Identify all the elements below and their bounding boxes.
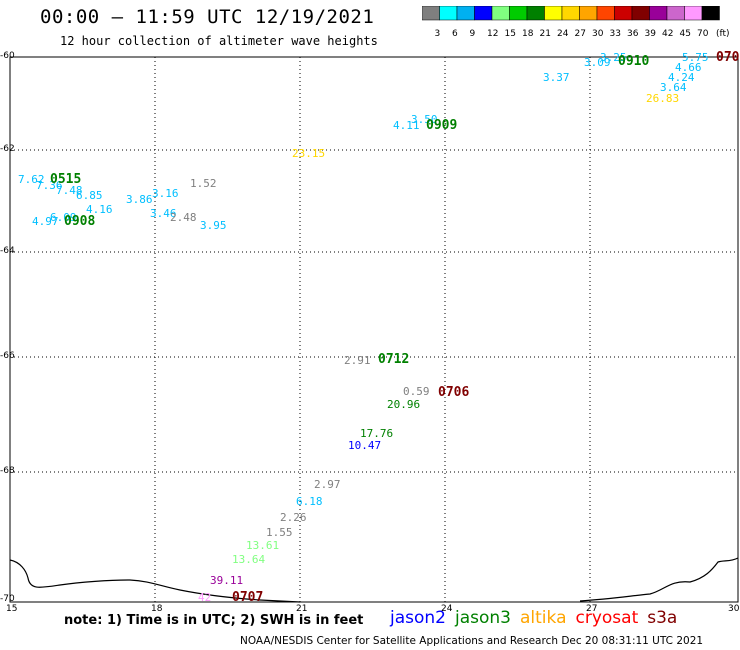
wave-height-value: 6.85 [76,189,103,202]
satellite-legend: jason2 jason3 altika cryosat s3a [390,608,686,628]
colorbar-tick: 12 [487,29,499,39]
wave-height-value: 2.26 [280,511,307,524]
colorbar-swatches [421,5,720,21]
pass-time-label: 0706 [438,385,470,400]
latitude-tick: -62 [0,144,15,154]
wave-height-value: 39.11 [210,574,244,587]
wave-height-value: 2.91 [344,354,371,367]
pass-time-label: 0712 [378,352,410,367]
pass-time-label: 0908 [64,214,96,229]
wave-height-value: 7.36 [36,179,63,192]
wave-height-value: 3.86 [126,193,153,206]
colorbar-tick: 39 [644,29,656,39]
wave-height-value: 4.11 [393,119,420,132]
wave-height-value: 3.25 [600,51,627,64]
wave-height-value: 23.15 [292,147,326,160]
colorbar-tick: 6 [452,29,458,39]
wave-height-value: 4.97 [32,215,59,228]
latitude-tick: -64 [0,246,15,256]
longitude-tick: 27 [586,604,598,614]
wave-height-value: 2.97 [314,478,341,491]
colorbar-tick: 15 [504,29,516,39]
wave-height-value: 13.61 [246,539,280,552]
satellite-legend-item: jason2 [390,608,446,628]
wave-height-value: 2.48 [170,211,197,224]
longitude-tick: 18 [151,604,163,614]
footer-note: note: 1) Time is in UTC; 2) SWH is in fe… [64,613,364,628]
wave-height-value: 26.83 [646,92,680,105]
wave-height-value: 1.52 [190,177,217,190]
satellite-legend-item: jason3 [455,608,511,628]
colorbar-tick: 18 [522,29,534,39]
map-title: 00:00 – 11:59 UTC 12/19/2021 [40,6,375,28]
wave-height-value: 5.75 [682,51,709,64]
longitude-tick: 30 [728,604,740,614]
colorbar-tick: 24 [557,29,569,39]
colorbar-tick: 21 [539,29,551,39]
latitude-tick: -60 [0,51,15,61]
coastline [9,559,301,603]
colorbar-swatch [701,5,720,21]
colorbar-tick: 30 [592,29,604,39]
wave-height-value: 6.09 [50,211,77,224]
longitude-tick: 24 [441,604,453,614]
wave-height-value: 6.18 [296,495,323,508]
wave-height-value: 3.46 [150,207,177,220]
colorbar-tick: 70 [697,29,709,39]
coastline-east [579,557,739,602]
wave-height-value: 7.62 [18,173,45,186]
credit-line: NOAA/NESDIS Center for Satellite Applica… [240,635,704,647]
wave-height-value: 4.16 [86,203,113,216]
colorbar-legend: 3 6 9 12 15 18 21 24 27 30 33 36 39 42 45 70 (ft) [421,5,732,39]
colorbar-tick: 36 [627,29,639,39]
latitude-tick: -66 [0,351,15,361]
colorbar-tick: 3 [434,29,441,39]
wave-height-value: 3.16 [152,187,179,200]
colorbar-tick: 27 [574,29,586,39]
satellite-legend-item: altika [520,608,567,628]
wave-height-value: 3.09 [584,56,611,69]
wave-height-value: 17.76 [360,427,394,440]
colorbar-tick: 45 [679,29,691,39]
lat-lon-grid [10,57,738,602]
wave-height-value: 3.37 [543,71,570,84]
wave-height-value: 3.95 [200,219,227,232]
colorbar-unit: (ft) [716,29,730,39]
wave-height-value: 0.59 [403,385,430,398]
colorbar-tick: 42 [662,29,674,39]
map-subtitle: 12 hour collection of altimeter wave hei… [60,34,378,48]
satellite-legend-item: cryosat [575,608,639,628]
wave-height-value: 20.96 [387,398,421,411]
wave-height-value: 3.50 [411,113,438,126]
latitude-tick: -70 [0,594,15,604]
longitude-tick: 21 [296,604,308,614]
wave-height-value: 13.64 [232,553,266,566]
wave-height-value: 1.55 [266,526,293,539]
latitude-tick: -68 [0,466,15,476]
pass-time-label: 070 [716,50,740,65]
wave-height-value: 7.48 [56,184,83,197]
pass-time-label: 0707 [232,590,264,605]
pass-time-label: 0910 [618,54,650,69]
wave-height-value: 3.64 [660,81,687,94]
longitude-tick: 15 [6,604,18,614]
plot-frame [9,56,739,603]
colorbar-tick: 9 [469,29,476,39]
colorbar-tick: 33 [609,29,621,39]
wave-height-value: 10.47 [348,439,382,452]
pass-time-label: 0515 [50,172,82,187]
wave-height-value: 42 [198,591,212,604]
wave-height-value: 4.24 [668,71,695,84]
satellite-legend-item: s3a [647,608,678,628]
pass-time-label: 0909 [426,118,458,133]
wave-height-value: 4.66 [675,61,702,74]
